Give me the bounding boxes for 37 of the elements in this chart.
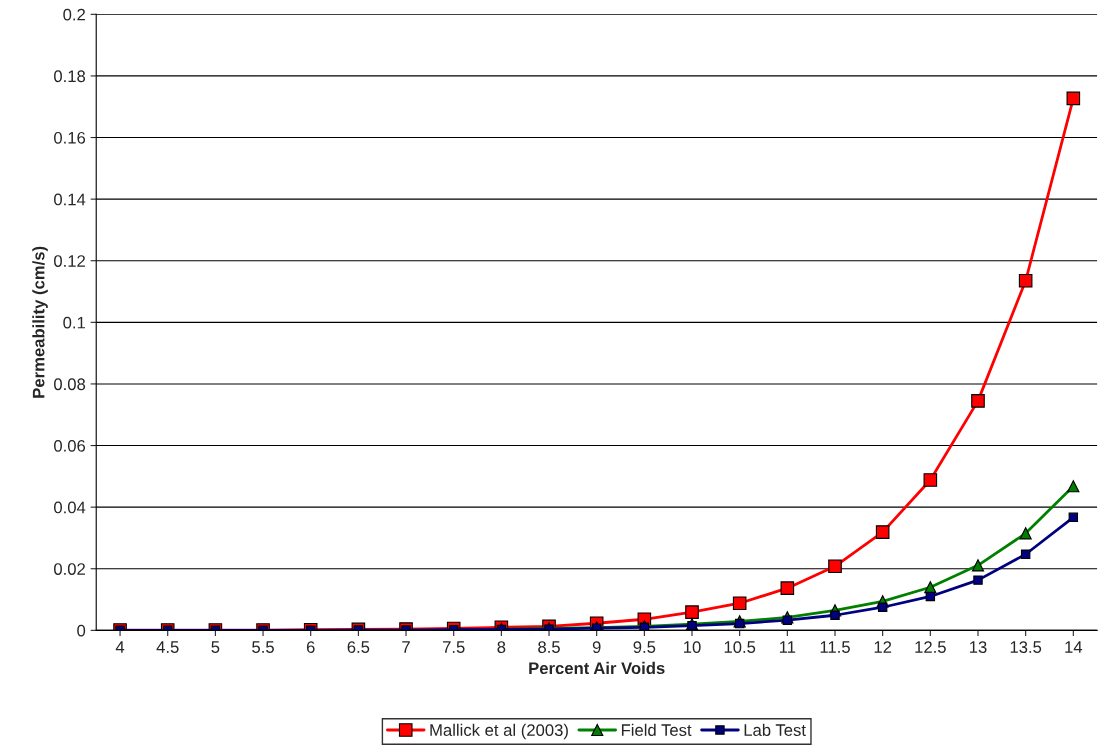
- x-tick-label: 14: [1065, 641, 1083, 653]
- y-tick-label: 0.1: [63, 316, 85, 329]
- x-tick-label: 8: [497, 641, 506, 653]
- legend-label: Field Test: [621, 723, 692, 736]
- x-tick-label: 5: [211, 641, 220, 653]
- x-tick-label: 6: [306, 641, 315, 653]
- y-tick-label: 0: [77, 624, 86, 637]
- y-tick-label: 0.18: [54, 70, 86, 83]
- x-tick-label: 4.5: [156, 641, 179, 653]
- legend-label: Mallick et al (2003): [430, 723, 568, 740]
- x-tick-label: 8.5: [538, 641, 560, 653]
- x-tick-label: 9.5: [633, 641, 656, 653]
- y-tick-label: 0.16: [54, 131, 86, 144]
- x-tick-label: 12: [874, 641, 892, 653]
- x-tick-label: 11: [779, 641, 796, 653]
- y-tick-label: 0.06: [54, 439, 86, 452]
- x-axis-title: Percent Air Voids: [529, 661, 665, 675]
- x-tick-label: 13.5: [1010, 641, 1042, 653]
- x-tick-label: 5.5: [252, 641, 274, 653]
- x-tick-label: 10.5: [724, 641, 756, 653]
- x-tick-label: 10: [684, 641, 701, 653]
- x-tick-label: 12.5: [915, 641, 946, 653]
- x-tick-label: 13: [970, 641, 987, 653]
- legend-label: Lab Test: [744, 723, 806, 736]
- x-tick-label: 11.5: [820, 641, 850, 653]
- y-tick-label: 0.2: [63, 8, 85, 21]
- x-tick-label: 6.5: [347, 641, 370, 653]
- x-tick-label: 9: [592, 641, 601, 653]
- y-tick-label: 0.12: [54, 255, 85, 267]
- y-tick-label: 0.14: [54, 193, 86, 206]
- x-tick-label: 7: [402, 641, 410, 653]
- x-tick-label: 7.5: [442, 641, 465, 653]
- y-tick-label: 0.08: [54, 378, 86, 391]
- y-axis-title: Permeability (cm/s): [32, 246, 48, 398]
- y-tick-label: 0.04: [54, 501, 86, 514]
- x-tick-label: 4: [115, 641, 125, 653]
- y-tick-label: 0.02: [54, 563, 85, 575]
